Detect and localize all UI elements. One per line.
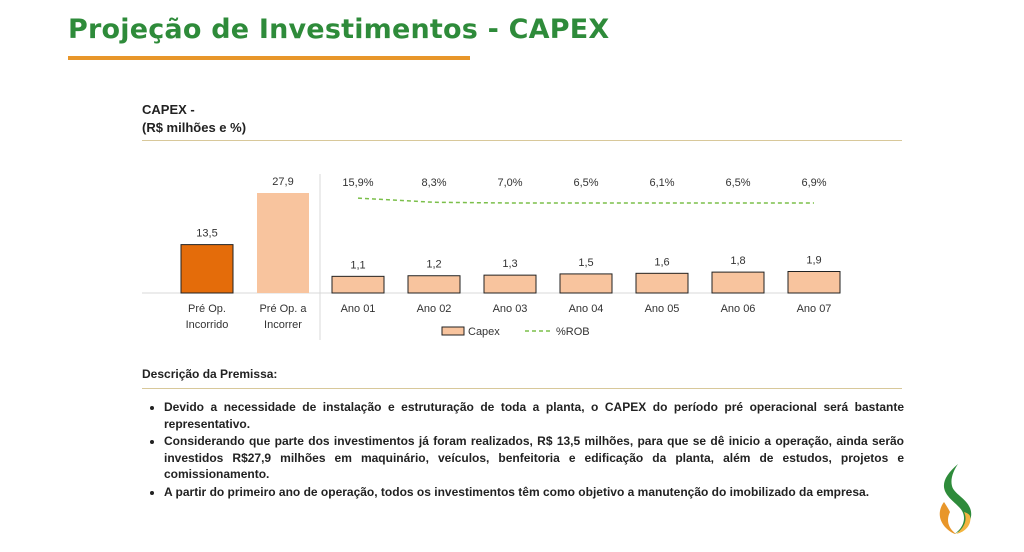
list-item: Devido a necessidade de instalação e est… [164, 399, 904, 432]
premise-list: Devido a necessidade de instalação e est… [148, 399, 904, 501]
capex-data-label: 1,1 [350, 259, 365, 271]
legend-capex-label: Capex [468, 326, 500, 338]
rob-data-label: 7,0% [497, 177, 522, 189]
annual-tick-label: Ano 02 [417, 303, 452, 315]
capex-chart: 13,5 Pré Op. Incorrido 27,9 Pré Op. a Incorre… [142, 174, 841, 340]
rob-data-label: 6,5% [573, 177, 598, 189]
capex-data-label: 1,3 [502, 258, 517, 270]
capex-data-label: 1,5 [578, 257, 593, 269]
rob-data-label: 6,9% [801, 177, 826, 189]
annual-tick-label: Ano 01 [341, 303, 376, 315]
capex-data-label: 1,9 [806, 255, 821, 267]
rob-line [357, 197, 814, 204]
pre-op-bar [180, 244, 234, 294]
annual-tick-label: Ano 05 [645, 303, 680, 315]
capex-bar [711, 271, 765, 294]
annual-tick-label: Ano 03 [493, 303, 528, 315]
capex-bar [559, 273, 613, 294]
capex-bar [483, 274, 537, 294]
capex-bar [787, 271, 841, 294]
description-divider [142, 388, 902, 389]
pre-op-data-label: 13,5 [196, 228, 217, 240]
pre-op-data-label: 27,9 [272, 176, 293, 188]
pre-op-tick-label: Incorrer [264, 319, 302, 331]
capex-bar [635, 272, 689, 294]
rob-data-label: 6,5% [725, 177, 750, 189]
pre-op-tick-label: Pré Op. a [259, 303, 307, 315]
rob-data-label: 15,9% [342, 177, 373, 189]
legend-rob-label: %ROB [556, 326, 590, 338]
chart-heading-line2: (R$ milhões e %) [142, 120, 247, 135]
pre-op-bar [257, 193, 309, 293]
chart-heading-line1: CAPEX - [142, 102, 195, 117]
list-item: A partir do primeiro ano de operação, to… [164, 484, 904, 501]
flame-logo-icon [939, 464, 972, 534]
capex-bar [407, 275, 461, 294]
description-title: Descrição da Premissa: [142, 367, 278, 381]
capex-data-label: 1,2 [426, 259, 441, 271]
capex-data-label: 1,8 [730, 255, 745, 267]
pre-op-tick-label: Pré Op. [188, 303, 226, 315]
capex-data-label: 1,6 [654, 256, 669, 268]
annual-tick-label: Ano 04 [569, 303, 604, 315]
capex-bar [331, 275, 385, 294]
page-title: Projeção de Investimentos - CAPEX [68, 14, 610, 45]
chart-divider [142, 140, 902, 141]
pre-op-tick-label: Incorrido [186, 319, 229, 331]
annual-tick-label: Ano 07 [797, 303, 832, 315]
chart-heading: CAPEX - (R$ milhões e %) [142, 101, 246, 137]
rob-data-label: 8,3% [421, 177, 446, 189]
list-item: Considerando que parte dos investimentos… [164, 433, 904, 483]
legend-capex-swatch [441, 326, 465, 336]
annual-tick-label: Ano 06 [721, 303, 756, 315]
rob-data-label: 6,1% [649, 177, 674, 189]
title-underline [68, 56, 470, 60]
